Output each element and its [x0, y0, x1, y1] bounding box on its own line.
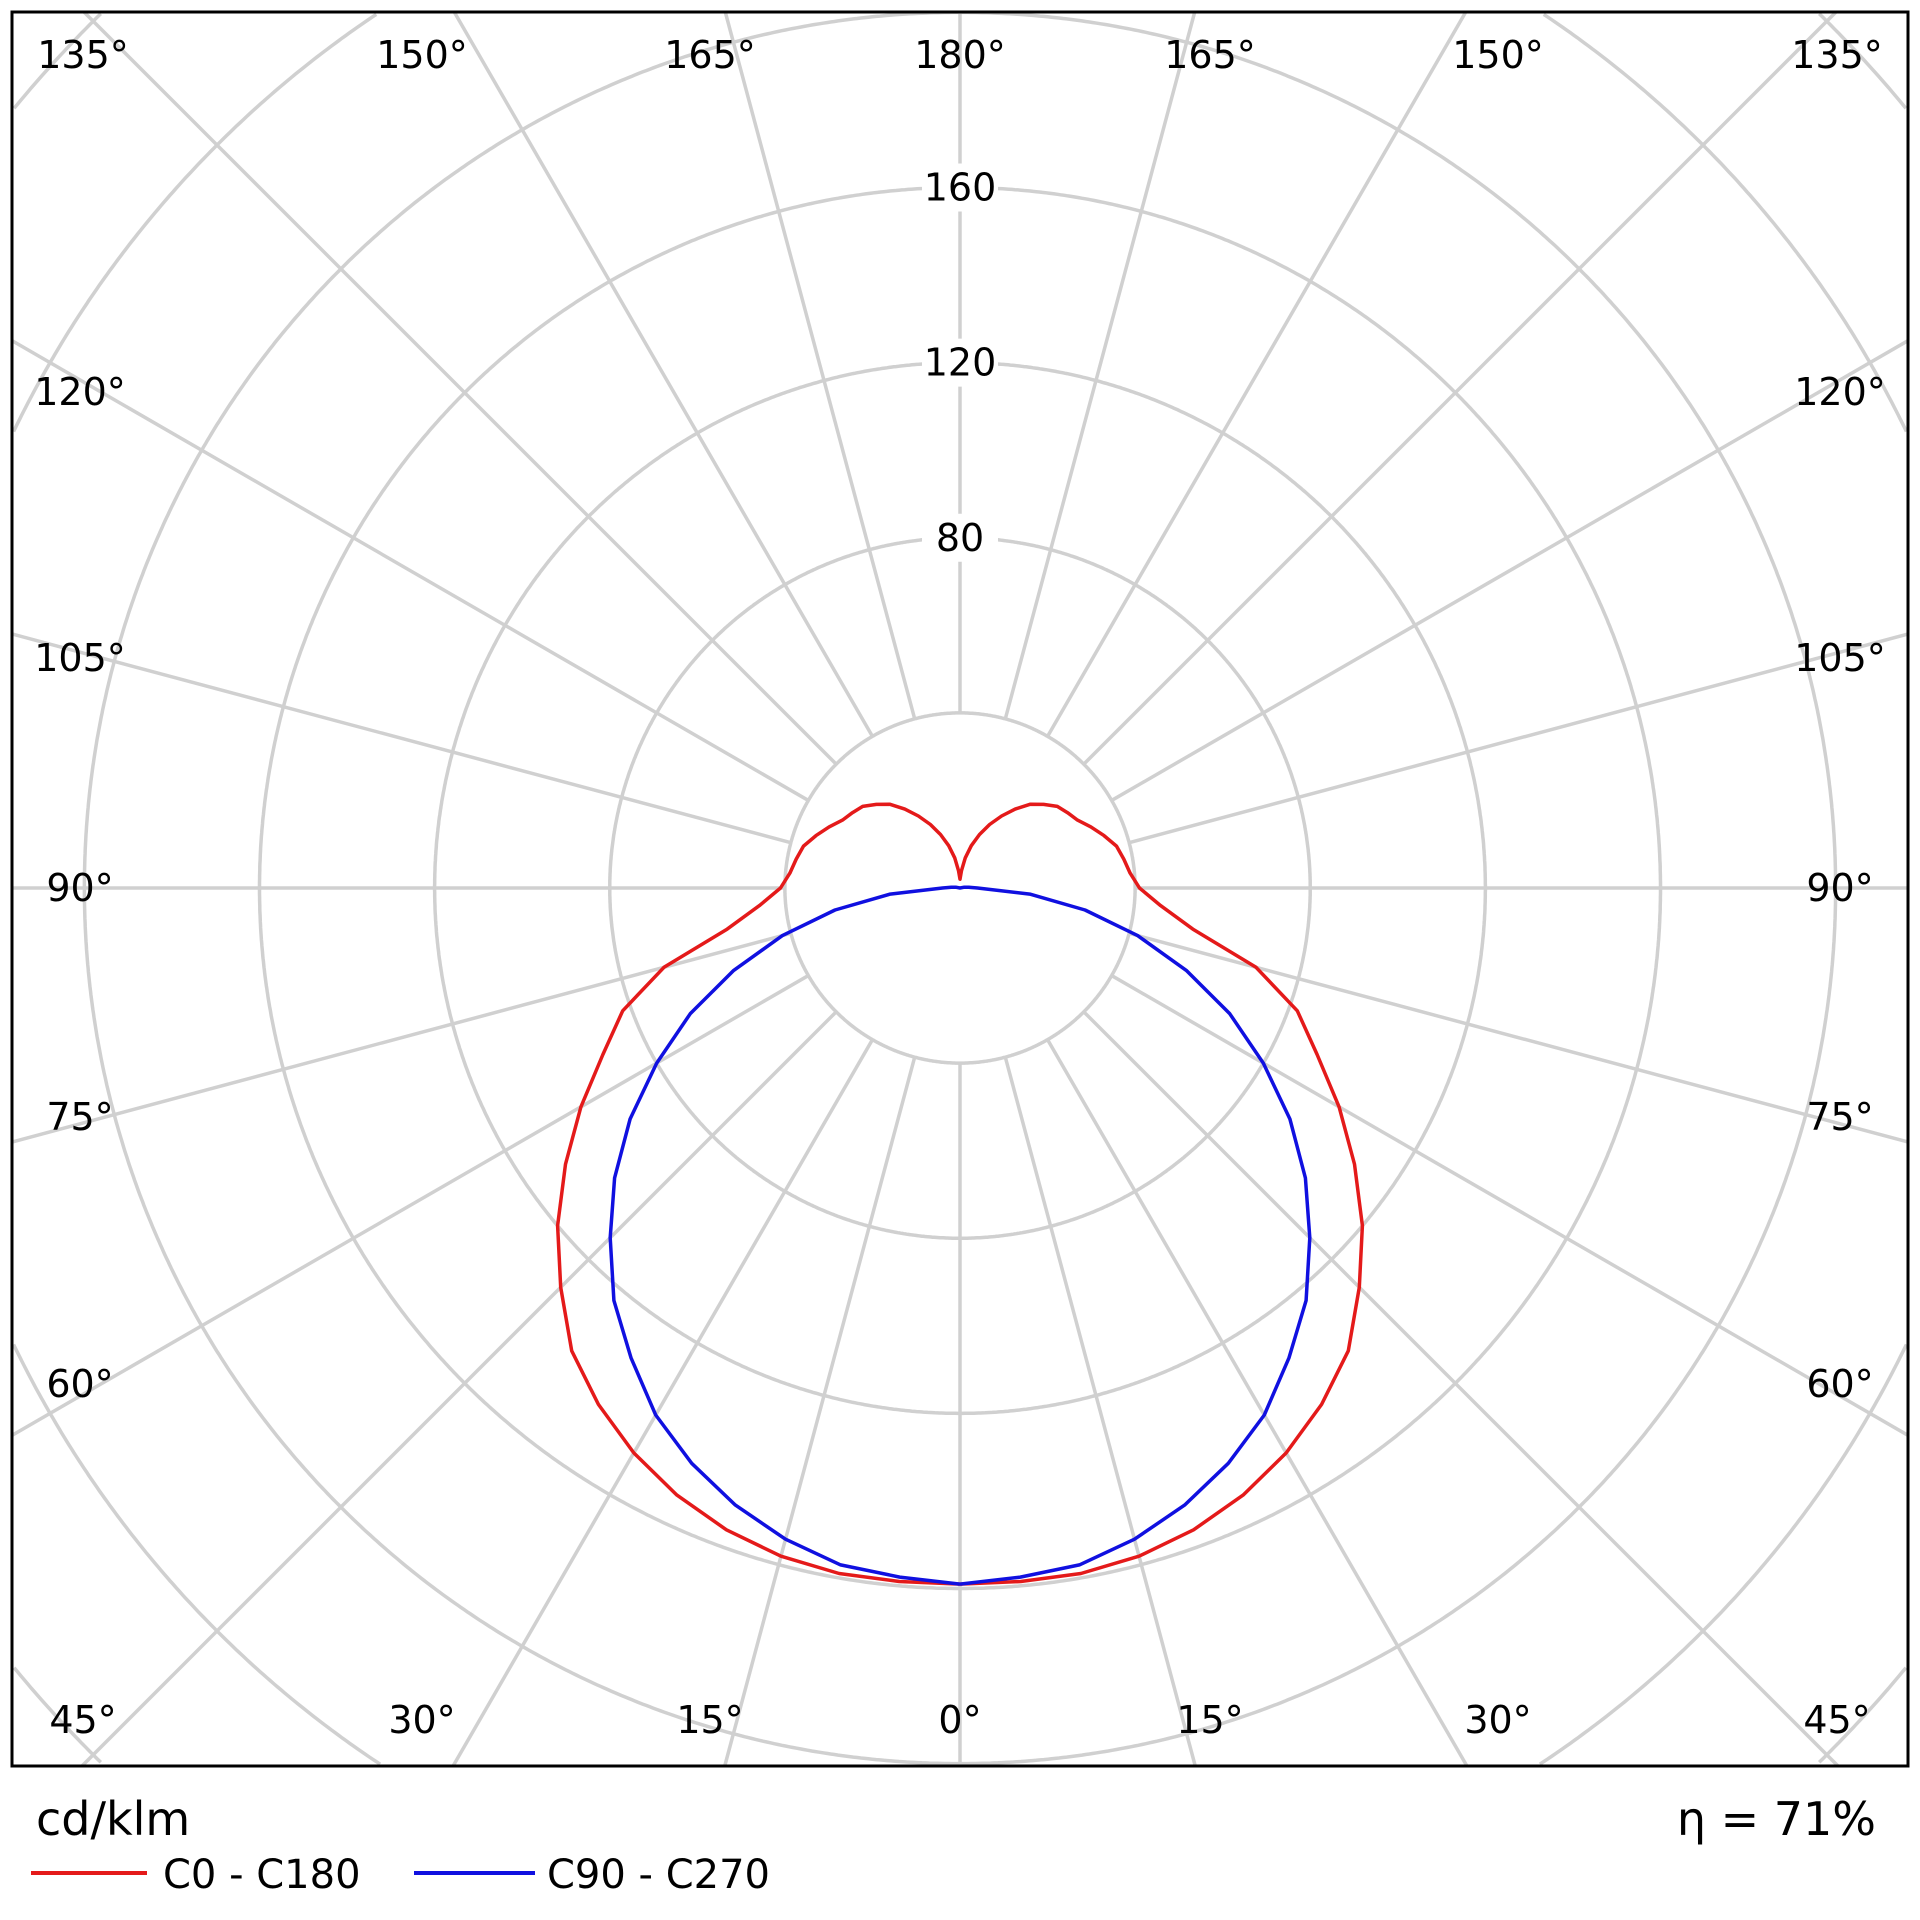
grid-ring [12, 12, 1908, 1766]
angle-label-left: 75° [46, 1095, 113, 1139]
legend-label-c0-c180: C0 - C180 [163, 1852, 361, 1898]
angle-label-right: 60° [1806, 1362, 1873, 1406]
radial-grid-line [80, 1010, 838, 1768]
radial-tick-label: 120 [924, 341, 997, 385]
radial-tick-labels: 80 120 160 [922, 163, 998, 562]
radial-grid-line [1082, 1010, 1840, 1768]
angle-label-top: 165° [1164, 33, 1256, 77]
angle-label-bottom: 15° [676, 1698, 743, 1742]
angle-label-bottom: 30° [388, 1698, 455, 1742]
radial-grid-line [1003, 1056, 1197, 1767]
angle-label-top: 165° [664, 33, 756, 77]
curves [555, 802, 1365, 1586]
angle-label-right: 75° [1806, 1095, 1873, 1139]
angle-label-right: 105° [1794, 636, 1886, 680]
legend-line-c0-c180 [31, 1871, 147, 1875]
angle-label-bottom: 30° [1464, 1698, 1531, 1742]
radial-grid-line [11, 632, 792, 845]
radial-tick-label: 160 [924, 166, 997, 210]
plot-frame [10, 10, 1910, 1768]
radial-grid-line [451, 1038, 874, 1767]
angle-label-left: 90° [46, 866, 113, 910]
angle-label-right: 120° [1794, 370, 1886, 414]
angle-label-right: 90° [1806, 866, 1873, 910]
angle-label-top: 135° [37, 33, 129, 77]
angle-label-bottom: 45° [49, 1698, 116, 1742]
radial-tick-label: 80 [936, 516, 984, 560]
radial-grid-line [452, 11, 874, 738]
radial-grid-line [1003, 11, 1197, 720]
radial-grid-line [1110, 974, 1909, 1437]
angle-labels: 135° 150° 165° 180° 165° 150° 135° 45° 30° 15° 0° 1… [34, 33, 1886, 1742]
grid-ring [12, 12, 1908, 1764]
angle-label-bottom: 0° [938, 1698, 981, 1742]
grid-ring [783, 711, 1137, 1065]
radial-grid-line [1110, 339, 1909, 802]
angle-label-left: 120° [34, 370, 126, 414]
radial-label-bg [922, 513, 998, 562]
radial-label-bg [922, 338, 998, 387]
radial-grid-line [1082, 10, 1838, 766]
angle-label-left: 60° [46, 1362, 113, 1406]
series-curve-0 [555, 802, 1365, 1586]
radial-grid-line [11, 339, 810, 802]
series-curve-1 [608, 885, 1312, 1586]
radial-grid-line [1128, 632, 1909, 845]
radial-grid-line [723, 11, 917, 720]
angle-label-bottom: 45° [1803, 1698, 1870, 1742]
angle-label-top: 135° [1791, 33, 1883, 77]
angle-label-left: 105° [34, 636, 126, 680]
unit-label: cd/klm [36, 1792, 191, 1846]
angle-label-bottom: 15° [1176, 1698, 1243, 1742]
radial-grid-line [11, 974, 810, 1437]
legend-label-c90-c270: C90 - C270 [547, 1852, 770, 1898]
radial-grid-line [1046, 11, 1468, 738]
radial-label-bg [922, 163, 998, 212]
angle-label-top: 180° [914, 33, 1006, 77]
radial-grid-line [1046, 1038, 1469, 1767]
radial-grid-line [82, 10, 838, 766]
radial-grid-line [723, 1056, 917, 1767]
angle-label-top: 150° [376, 33, 468, 77]
angle-label-top: 150° [1452, 33, 1544, 77]
legend-line-c90-c270 [414, 1871, 535, 1875]
efficiency-label: η = 71% [1676, 1792, 1876, 1846]
